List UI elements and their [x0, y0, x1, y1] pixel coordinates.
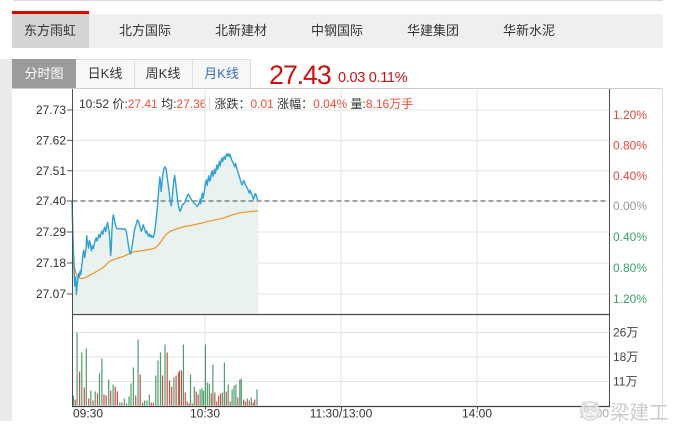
- svg-text:27.73: 27.73: [36, 103, 66, 117]
- svg-text:10:30: 10:30: [190, 407, 220, 421]
- svg-text:11:30/13:00: 11:30/13:00: [310, 407, 373, 421]
- svg-text:09:30: 09:30: [73, 407, 103, 421]
- svg-text:0.40%: 0.40%: [613, 169, 647, 183]
- svg-text:27.18: 27.18: [36, 256, 66, 270]
- svg-text:0.00%: 0.00%: [613, 199, 647, 213]
- svg-text:14:00: 14:00: [462, 407, 492, 421]
- svg-text:11万: 11万: [613, 375, 637, 389]
- svg-text:0.80%: 0.80%: [613, 139, 647, 153]
- svg-text:18万: 18万: [613, 350, 638, 364]
- svg-text:梁建工: 梁建工: [610, 402, 669, 424]
- svg-text:0.40%: 0.40%: [613, 230, 647, 244]
- svg-text:27.29: 27.29: [36, 225, 66, 239]
- svg-text:26万: 26万: [613, 326, 638, 340]
- svg-text:1.20%: 1.20%: [613, 108, 647, 122]
- svg-text:27.51: 27.51: [36, 164, 66, 178]
- svg-text:27.07: 27.07: [36, 287, 66, 301]
- svg-text:27.62: 27.62: [36, 134, 66, 148]
- svg-text:27.40: 27.40: [36, 194, 66, 208]
- svg-text:0.80%: 0.80%: [613, 261, 647, 275]
- svg-text:1.20%: 1.20%: [613, 292, 647, 306]
